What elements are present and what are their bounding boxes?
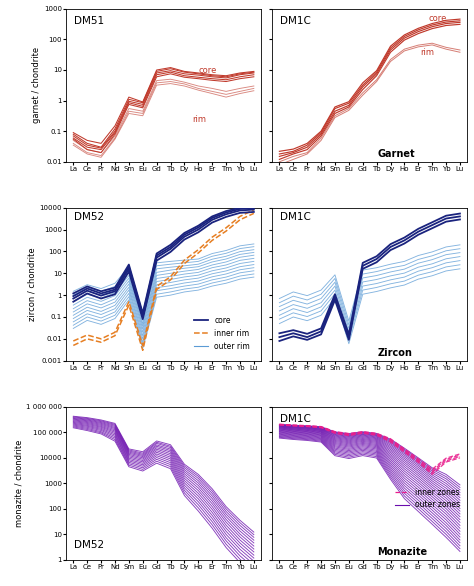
Text: DM1C: DM1C (280, 212, 311, 222)
Text: rim: rim (193, 115, 207, 124)
Text: Zircon: Zircon (377, 347, 412, 357)
Legend: inner zones, outer zones: inner zones, outer zones (392, 485, 463, 512)
Text: DM1C: DM1C (280, 414, 311, 424)
Legend: core, inner rim, outer rim: core, inner rim, outer rim (191, 313, 253, 354)
Text: rim: rim (420, 47, 434, 57)
Y-axis label: garnet / chondrite: garnet / chondrite (32, 47, 41, 124)
Text: core: core (199, 66, 217, 75)
Text: core: core (428, 14, 447, 23)
Text: Monazite: Monazite (377, 547, 428, 557)
Text: DM52: DM52 (74, 212, 104, 222)
Text: Garnet: Garnet (377, 149, 415, 159)
Y-axis label: zircon / chondrite: zircon / chondrite (28, 247, 37, 321)
Text: DM52: DM52 (74, 540, 104, 550)
Y-axis label: monazite / chondrite: monazite / chondrite (14, 440, 23, 527)
Text: DM1C: DM1C (280, 16, 311, 26)
Text: DM51: DM51 (74, 16, 104, 26)
